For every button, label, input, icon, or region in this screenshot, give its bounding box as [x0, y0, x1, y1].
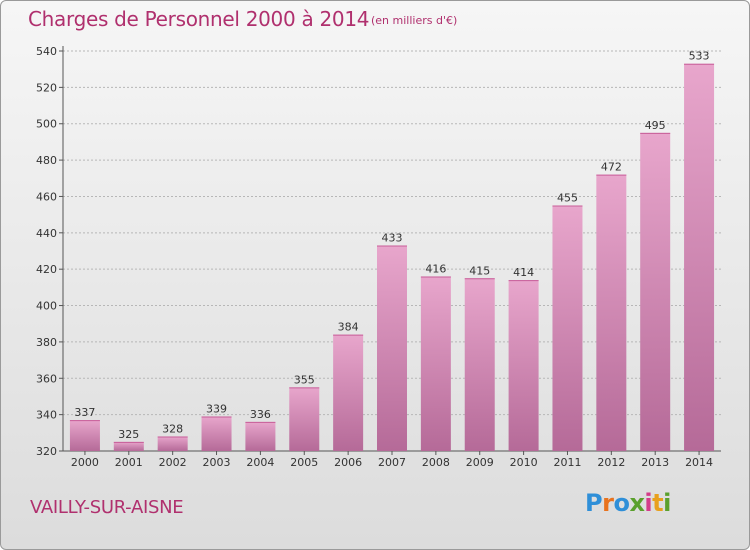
bar-2013 [640, 132, 671, 451]
value-label: 455 [557, 192, 578, 205]
bar-2012 [596, 174, 627, 452]
bar-2011 [552, 205, 583, 451]
chart-subtitle: (en milliers d'€) [371, 14, 458, 27]
y-tick-label: 360 [36, 372, 57, 385]
x-tick-label: 2007 [378, 456, 406, 469]
bar-2003 [201, 416, 232, 451]
x-tick-label: 2014 [685, 456, 713, 469]
y-tick-label: 480 [36, 154, 57, 167]
y-tick-label: 540 [36, 45, 57, 58]
x-tick-label: 2009 [466, 456, 494, 469]
bars [69, 63, 715, 452]
x-tick-label: 2001 [115, 456, 143, 469]
logo-letter: o [613, 489, 630, 517]
value-label: 337 [74, 406, 95, 419]
proxiti-logo: Proxiti [585, 489, 671, 517]
y-tick-label: 340 [36, 409, 57, 422]
value-label: 355 [294, 373, 315, 386]
chart-title: Charges de Personnel 2000 à 2014 [28, 7, 370, 31]
y-tick-label: 400 [36, 300, 57, 313]
logo-letter: i [644, 489, 653, 517]
labels: 320 340 360 380 400 420 440 460 480 500 520 540 337 2… [36, 45, 713, 469]
value-label: 384 [338, 321, 359, 334]
commune-name: VAILLY-SUR-AISNE [30, 497, 184, 518]
value-label: 328 [162, 422, 183, 435]
value-label: 472 [601, 161, 622, 174]
bar-2014 [684, 63, 715, 452]
bar-2000 [69, 420, 100, 451]
bar-2004 [245, 421, 276, 451]
value-label: 339 [206, 402, 227, 415]
bar-2001 [113, 441, 144, 451]
value-label: 416 [425, 262, 446, 275]
bar-2006 [333, 334, 364, 451]
x-tick-label: 2006 [334, 456, 362, 469]
y-tick-label: 380 [36, 336, 57, 349]
value-label: 495 [645, 119, 666, 132]
x-tick-label: 2002 [159, 456, 187, 469]
bar-2009 [464, 278, 495, 451]
logo-letter: r [602, 489, 614, 517]
x-tick-label: 2011 [553, 456, 581, 469]
logo-letter: t [652, 489, 664, 517]
bar-2005 [289, 387, 320, 451]
x-tick-label: 2010 [510, 456, 538, 469]
value-label: 325 [118, 428, 139, 441]
x-tick-label: 2005 [290, 456, 318, 469]
bar-2002 [157, 436, 188, 451]
y-tick-label: 520 [36, 81, 57, 94]
value-label: 414 [513, 266, 534, 279]
x-tick-label: 2000 [71, 456, 99, 469]
y-tick-label: 420 [36, 263, 57, 276]
y-tick-label: 320 [36, 445, 57, 458]
logo-letter: i [663, 489, 671, 517]
value-label: 336 [250, 408, 271, 421]
bar-2007 [377, 245, 407, 451]
bar-2008 [420, 276, 451, 451]
x-tick-label: 2013 [641, 456, 669, 469]
value-label: 433 [382, 232, 403, 245]
x-tick-label: 2003 [203, 456, 231, 469]
value-label: 415 [469, 264, 490, 277]
x-tick-label: 2008 [422, 456, 450, 469]
value-label: 533 [689, 50, 710, 63]
x-tick-label: 2004 [246, 456, 274, 469]
bar-2010 [508, 280, 539, 451]
logo-letter: P [585, 489, 603, 517]
y-tick-label: 440 [36, 227, 57, 240]
logo-letter: x [629, 489, 645, 517]
x-tick-label: 2012 [597, 456, 625, 469]
y-tick-label: 460 [36, 190, 57, 203]
y-tick-label: 500 [36, 118, 57, 131]
